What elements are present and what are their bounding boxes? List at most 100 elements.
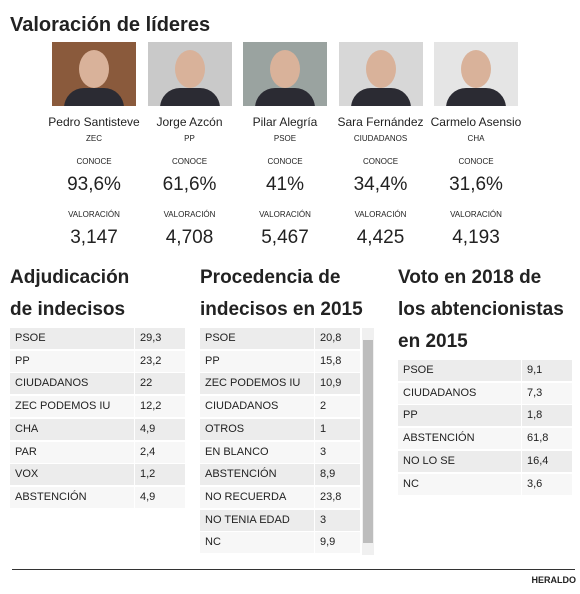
row-value: 1,8 — [522, 405, 572, 427]
row-label: ABSTENCIÓN — [10, 486, 134, 508]
row-value: 3 — [315, 509, 360, 531]
conoce-label: CONOCE — [458, 157, 494, 166]
row-label: CIUDADANOS — [10, 373, 134, 395]
leader-photo — [147, 42, 232, 106]
valoracion-label: VALORACIÓN — [259, 210, 311, 219]
row-label: PP — [10, 350, 134, 372]
leader-name: Carmelo Asensio — [430, 115, 522, 129]
leader-name: Pilar Alegría — [252, 115, 318, 129]
row-value: 7,3 — [522, 382, 572, 404]
row-label: CIUDADANOS — [398, 382, 521, 404]
valoracion-label: VALORACIÓN — [354, 210, 407, 219]
row-label: PSOE — [200, 328, 314, 349]
leader-party: PP — [184, 134, 195, 143]
photo-body — [159, 88, 220, 106]
leader-photo — [243, 42, 327, 106]
photo-silhouette — [174, 50, 205, 88]
valoracion-value: 3,147 — [70, 227, 118, 248]
leader-name: Pedro Santisteve — [48, 115, 140, 129]
leader-photo — [434, 42, 518, 106]
row-label: ZEC PODEMOS IU — [10, 396, 134, 418]
row-label: EN BLANCO — [200, 441, 314, 463]
table-title: de indecisos — [10, 299, 126, 320]
table-title: Voto en 2018 de — [398, 267, 542, 288]
leader-party: CHA — [467, 134, 485, 143]
conoce-value: 34,4% — [353, 174, 408, 195]
row-label: PAR — [10, 441, 134, 463]
leader-party: ZEC — [86, 134, 102, 143]
footer-rule — [12, 569, 575, 570]
row-label: CIUDADANOS — [200, 396, 314, 418]
row-value: 4,9 — [135, 486, 185, 508]
row-value: 23,2 — [135, 350, 185, 372]
page-title: Valoración de líderes — [10, 14, 211, 36]
row-value: 9,9 — [315, 532, 360, 554]
conoce-value: 31,6% — [449, 174, 503, 195]
footer-source: HERALDO — [531, 575, 577, 585]
row-value: 4,9 — [135, 418, 185, 440]
photo-silhouette — [79, 50, 109, 88]
photo-body — [446, 88, 506, 106]
photo-body — [64, 88, 124, 106]
row-value: 3 — [315, 441, 360, 463]
row-label: NO LO SE — [398, 450, 521, 472]
row-value: 3,6 — [522, 473, 572, 495]
conoce-value: 41% — [265, 174, 305, 195]
row-label: VOX — [10, 464, 134, 486]
row-value: 2 — [315, 396, 360, 418]
table-title: indecisos en 2015 — [200, 299, 363, 320]
valoracion-value: 4,193 — [452, 227, 500, 248]
row-label: NO RECUERDA — [200, 486, 314, 508]
row-label: ZEC PODEMOS IU — [200, 373, 314, 395]
conoce-value: 93,6% — [67, 174, 121, 195]
row-value: 2,4 — [135, 441, 185, 463]
leader-name: Sara Fernández — [337, 115, 424, 129]
photo-silhouette — [365, 50, 396, 88]
row-label: ABSTENCIÓN — [398, 428, 521, 450]
row-value: 22 — [135, 373, 185, 395]
leader-party: PSOE — [273, 134, 297, 143]
conoce-label: CONOCE — [76, 157, 112, 166]
conoce-label: CONOCE — [362, 157, 399, 166]
row-label: NC — [398, 473, 521, 495]
valoracion-value: 5,467 — [261, 227, 309, 248]
conoce-label: CONOCE — [171, 157, 208, 166]
row-value: 20,8 — [315, 328, 360, 349]
scrollbar-thumb — [363, 340, 373, 543]
photo-body — [350, 88, 411, 106]
row-label: PSOE — [398, 360, 521, 381]
row-value: 15,8 — [315, 350, 360, 372]
row-label: ABSTENCIÓN — [200, 464, 314, 486]
valoracion-label: VALORACIÓN — [68, 210, 120, 219]
row-label: NC — [200, 532, 314, 554]
table-title: Adjudicación — [10, 267, 130, 288]
row-value: 12,2 — [135, 396, 185, 418]
leader-name: Jorge Azcón — [156, 115, 223, 129]
photo-silhouette — [461, 50, 491, 88]
valoracion-label: VALORACIÓN — [163, 210, 216, 219]
leader-party: CIUDADANOS — [353, 134, 408, 143]
valoracion-value: 4,708 — [165, 227, 214, 248]
row-label: PP — [398, 405, 521, 427]
row-value: 61,8 — [522, 428, 572, 450]
table-title: los abtencionistas — [398, 299, 564, 320]
conoce-value: 61,6% — [162, 174, 217, 195]
row-label: PSOE — [10, 328, 134, 349]
photo-body — [255, 88, 315, 106]
row-value: 8,9 — [315, 464, 360, 486]
row-value: 29,3 — [135, 328, 185, 349]
table-title: Procedencia de — [200, 267, 341, 288]
row-label: PP — [200, 350, 314, 372]
table-title: en 2015 — [398, 331, 468, 352]
conoce-label: CONOCE — [267, 157, 303, 166]
valoracion-value: 4,425 — [356, 227, 405, 248]
leader-photo — [52, 42, 136, 106]
row-label: NO TENIA EDAD — [200, 509, 314, 531]
row-value: 23,8 — [315, 486, 360, 508]
photo-silhouette — [270, 50, 300, 88]
row-label: OTROS — [200, 418, 314, 440]
valoracion-label: VALORACIÓN — [450, 210, 502, 219]
row-value: 16,4 — [522, 450, 572, 472]
row-value: 9,1 — [522, 360, 572, 381]
